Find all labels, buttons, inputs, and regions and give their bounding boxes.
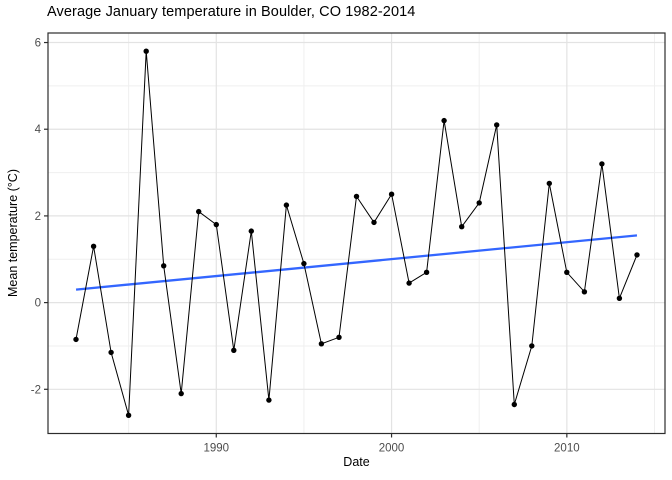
y-tick-label: 6 — [35, 38, 41, 50]
data-point — [388, 191, 395, 197]
chart-title: Average January temperature in Boulder, … — [47, 4, 416, 20]
data-point — [529, 343, 535, 349]
data-point — [196, 208, 202, 215]
data-point — [336, 334, 342, 340]
x-axis-title: Date — [343, 455, 370, 469]
data-point — [283, 202, 290, 208]
y-tick-label: 4 — [35, 124, 42, 136]
data-point — [266, 397, 272, 403]
data-point — [406, 280, 412, 286]
data-point — [511, 401, 517, 408]
panel-background — [48, 33, 665, 434]
x-tick-label: 2000 — [379, 443, 405, 455]
data-point — [353, 193, 360, 200]
x-tick-label: 2010 — [554, 443, 580, 455]
data-point — [441, 117, 447, 124]
data-point — [371, 219, 377, 226]
data-point — [616, 295, 623, 301]
data-point — [301, 260, 307, 267]
data-point — [73, 336, 79, 343]
data-point — [231, 347, 237, 353]
data-point — [248, 228, 254, 234]
data-point — [581, 289, 588, 295]
y-tick-label: 0 — [35, 298, 41, 310]
data-point — [494, 122, 500, 128]
data-point — [564, 269, 570, 275]
data-point — [423, 269, 430, 275]
y-tick-label: 2 — [35, 211, 41, 223]
panel-border — [47, 32, 666, 435]
data-point — [459, 224, 465, 230]
data-point — [125, 412, 132, 418]
data-point — [178, 390, 184, 397]
data-point — [161, 263, 167, 269]
data-point — [143, 48, 149, 54]
x-tick-label: 1990 — [203, 443, 229, 455]
y-axis-title: Mean temperature (°C) — [6, 169, 20, 297]
data-point — [599, 161, 605, 167]
data-point — [90, 243, 97, 249]
data-point — [318, 341, 325, 347]
data-point — [546, 180, 552, 187]
trend-line — [75, 234, 638, 291]
data-point — [634, 252, 640, 258]
data-point — [108, 349, 114, 356]
data-point — [476, 200, 482, 206]
data-point — [213, 221, 219, 228]
y-tick-label: -2 — [31, 384, 41, 396]
